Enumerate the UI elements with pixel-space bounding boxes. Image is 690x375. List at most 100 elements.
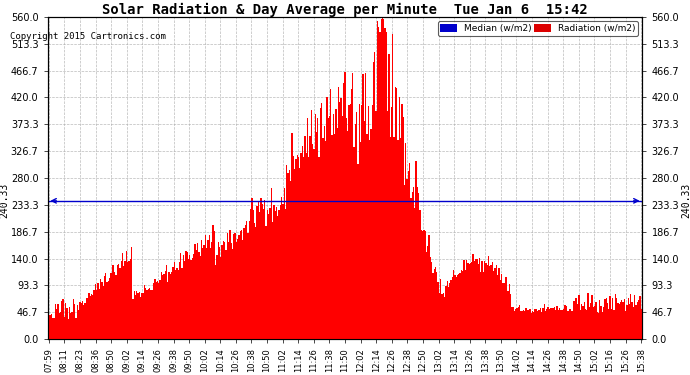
Bar	[131, 247, 132, 339]
Bar	[630, 294, 631, 339]
Bar	[202, 248, 204, 339]
Bar	[167, 282, 168, 339]
Bar	[346, 118, 347, 339]
Bar	[278, 210, 279, 339]
Bar	[189, 255, 190, 339]
Bar	[344, 72, 346, 339]
Bar	[286, 165, 288, 339]
Bar	[273, 206, 275, 339]
Bar	[65, 303, 66, 339]
Bar	[575, 298, 576, 339]
Bar	[302, 146, 303, 339]
Bar	[566, 310, 568, 339]
Bar	[70, 313, 72, 339]
Bar	[599, 300, 600, 339]
Bar	[357, 164, 359, 339]
Bar	[489, 266, 491, 339]
Bar	[420, 210, 421, 339]
Bar	[268, 214, 269, 339]
Bar	[581, 304, 582, 339]
Bar	[309, 136, 310, 339]
Bar	[328, 118, 329, 339]
Bar	[298, 157, 299, 339]
Bar	[223, 241, 224, 339]
Bar	[359, 104, 360, 339]
Bar	[269, 208, 270, 339]
Bar	[525, 308, 526, 339]
Bar	[558, 310, 559, 339]
Bar	[339, 102, 340, 339]
Bar	[74, 304, 75, 339]
Bar	[613, 310, 615, 339]
Bar	[628, 298, 629, 339]
Bar	[162, 275, 164, 339]
Bar	[555, 310, 556, 339]
Bar	[509, 284, 510, 339]
Bar	[81, 303, 82, 339]
Bar	[183, 255, 184, 339]
Bar	[310, 110, 312, 339]
Bar	[409, 163, 411, 339]
Bar	[426, 252, 427, 339]
Bar	[137, 292, 139, 339]
Bar	[577, 304, 578, 339]
Bar	[365, 73, 366, 339]
Bar	[639, 296, 640, 339]
Bar	[620, 302, 621, 339]
Bar	[540, 308, 541, 339]
Bar	[402, 117, 404, 339]
Bar	[267, 210, 268, 339]
Bar	[330, 88, 331, 339]
Bar	[316, 132, 317, 339]
Bar	[238, 235, 239, 339]
Bar	[397, 140, 399, 339]
Bar	[62, 299, 63, 339]
Bar	[105, 273, 106, 339]
Bar	[253, 210, 254, 339]
Bar	[59, 313, 60, 339]
Bar	[461, 270, 462, 339]
Bar	[213, 225, 214, 339]
Bar	[135, 296, 136, 339]
Bar	[562, 310, 563, 339]
Bar	[66, 308, 68, 339]
Bar	[412, 192, 413, 339]
Bar	[415, 161, 417, 339]
Bar	[233, 234, 235, 339]
Bar	[216, 255, 217, 339]
Bar	[502, 283, 504, 339]
Bar	[513, 307, 514, 339]
Bar	[343, 83, 344, 339]
Bar	[353, 147, 355, 339]
Bar	[69, 306, 70, 339]
Bar	[431, 262, 433, 339]
Bar	[484, 261, 485, 339]
Bar	[165, 271, 166, 339]
Bar	[443, 294, 444, 339]
Bar	[347, 130, 348, 339]
Bar	[449, 283, 451, 339]
Bar	[368, 106, 369, 339]
Bar	[141, 293, 143, 339]
Bar	[103, 285, 104, 339]
Bar	[633, 307, 634, 339]
Bar	[145, 288, 146, 339]
Bar	[618, 304, 620, 339]
Bar	[308, 157, 309, 339]
Bar	[198, 252, 199, 339]
Bar	[631, 302, 633, 339]
Bar	[245, 225, 246, 339]
Bar	[139, 292, 140, 339]
Bar	[388, 54, 390, 339]
Bar	[467, 262, 469, 339]
Bar	[190, 260, 192, 339]
Bar	[515, 309, 516, 339]
Bar	[458, 274, 460, 339]
Bar	[57, 304, 59, 339]
Bar	[124, 261, 126, 339]
Bar	[576, 298, 577, 339]
Bar	[109, 278, 110, 339]
Bar	[571, 310, 572, 339]
Bar	[136, 291, 137, 339]
Bar	[50, 315, 51, 339]
